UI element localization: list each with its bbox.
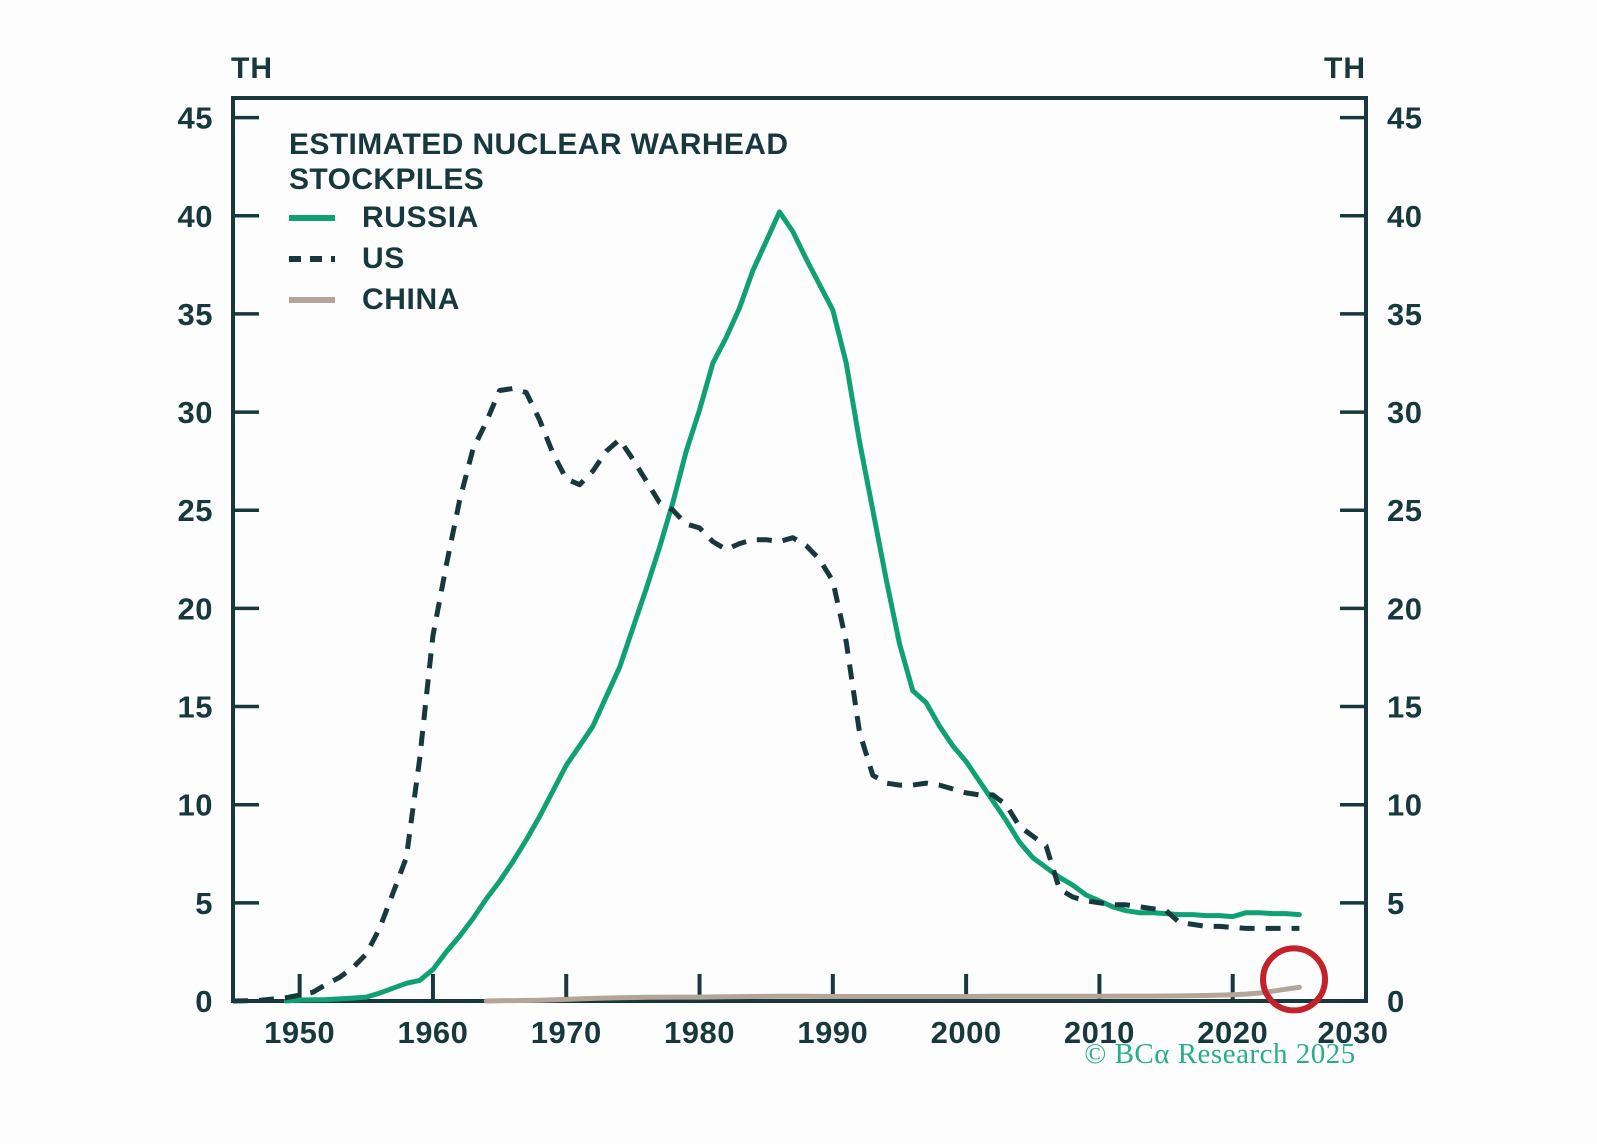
- legend-line-swatch-russia: [289, 214, 335, 221]
- y-tick-label-right: 45: [1387, 101, 1422, 136]
- x-tick-label: 2020: [1197, 1015, 1268, 1050]
- series-line-us: [232, 386, 1300, 1004]
- legend-line-swatch-china: [289, 296, 335, 303]
- legend-line-swatch-us: [289, 255, 335, 262]
- y-tick-label-left: 15: [178, 690, 213, 725]
- y-tick-label-right: 0: [1387, 984, 1405, 1019]
- chart-title: ESTIMATED NUCLEAR WARHEAD STOCKPILES: [289, 128, 789, 196]
- x-tick-label: 1960: [397, 1015, 468, 1050]
- y-tick-label-right: 5: [1387, 886, 1405, 921]
- series-line-russia: [283, 209, 1302, 1004]
- y-tick-label-right: 40: [1387, 199, 1422, 234]
- y-tick-label-left: 30: [178, 395, 213, 430]
- copyright-credit: © BCα Research 2025: [1084, 1038, 1356, 1070]
- legend-label-us: US: [362, 241, 405, 275]
- legend-item-us: US: [288, 238, 479, 279]
- legend-item-china: CHINA: [288, 279, 479, 320]
- x-tick-label: 1990: [797, 1015, 868, 1050]
- y-tick-label-left: 20: [178, 591, 213, 626]
- y-tick-label-left: 5: [195, 886, 213, 921]
- y-tick-label-right: 15: [1387, 690, 1422, 725]
- y-tick-label-left: 45: [178, 101, 213, 136]
- x-tick-label: 2030: [1318, 1015, 1389, 1050]
- plot-frame: [231, 96, 1368, 1003]
- y-axis-unit-left: TH: [231, 52, 273, 85]
- series-line-china: [483, 984, 1302, 1004]
- x-tick-label: 2010: [1064, 1015, 1135, 1050]
- x-tick-label: 1970: [531, 1015, 602, 1050]
- y-tick-label-left: 40: [178, 199, 213, 234]
- y-tick-label-right: 30: [1387, 395, 1422, 430]
- y-tick-label-right: 25: [1387, 493, 1422, 528]
- legend-label-china: CHINA: [362, 282, 460, 316]
- chart-legend: RUSSIA US CHINA: [288, 197, 479, 320]
- y-tick-label-right: 20: [1387, 591, 1422, 626]
- x-tick-label: 1980: [664, 1015, 735, 1050]
- y-tick-label-right: 10: [1387, 788, 1422, 823]
- y-tick-label-right: 35: [1387, 297, 1422, 332]
- legend-item-russia: RUSSIA: [288, 197, 479, 238]
- y-axis-unit-right: TH: [1324, 52, 1366, 85]
- y-tick-label-left: 25: [178, 493, 213, 528]
- legend-label-russia: RUSSIA: [362, 200, 479, 234]
- y-tick-label-left: 10: [178, 788, 213, 823]
- x-tick-label: 1950: [264, 1015, 335, 1050]
- x-tick-label: 2000: [931, 1015, 1002, 1050]
- y-tick-label-left: 0: [195, 984, 213, 1019]
- highlight-circle-annotation: [1260, 945, 1329, 1014]
- y-tick-label-left: 35: [178, 297, 213, 332]
